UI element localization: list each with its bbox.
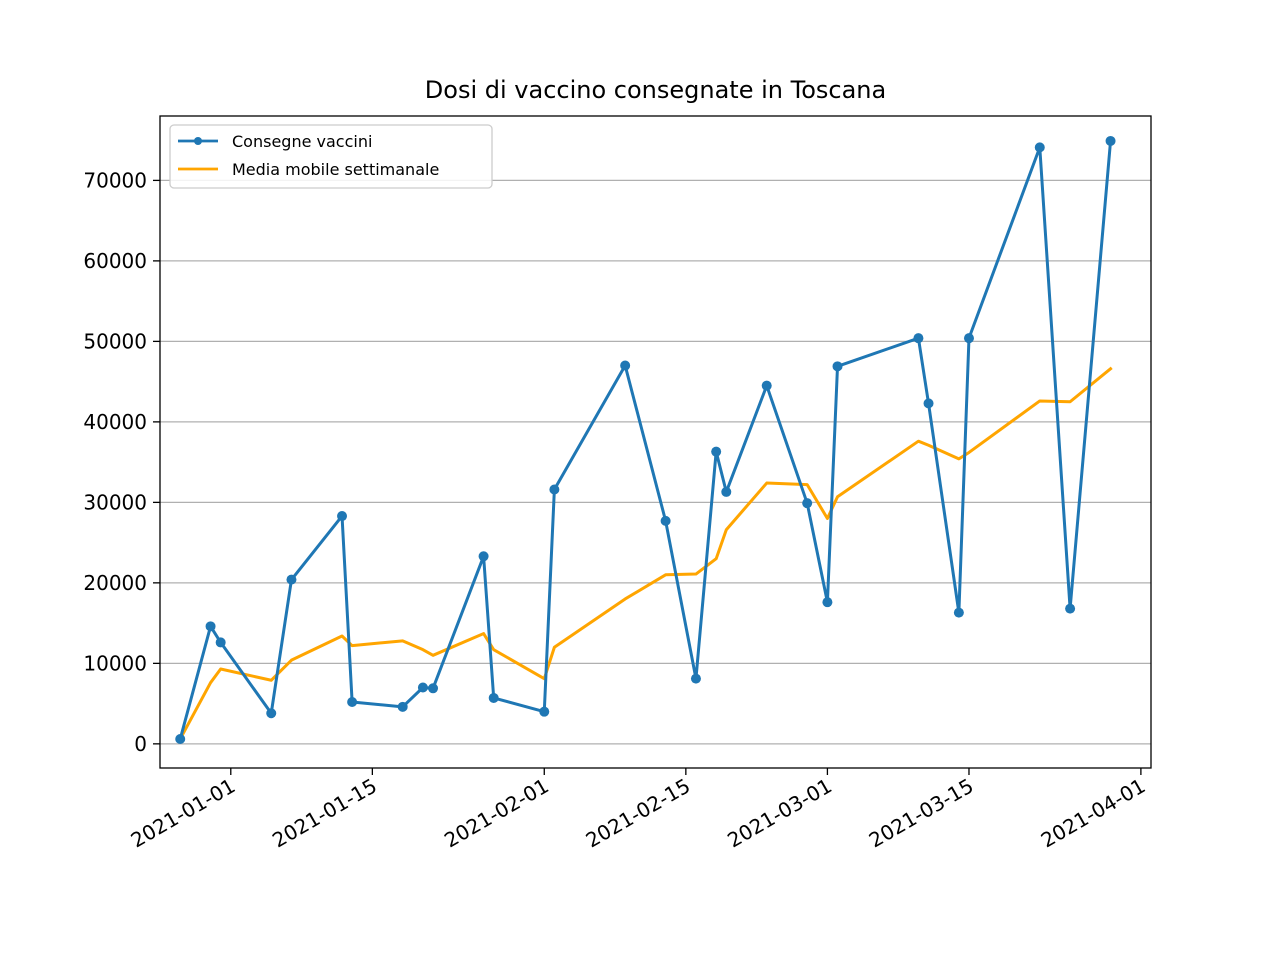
data-point-consegne [215, 637, 226, 648]
y-tick-label: 50000 [83, 329, 147, 353]
data-point-consegne [286, 574, 297, 585]
data-point-consegne [1105, 135, 1116, 146]
y-tick-label: 20000 [83, 571, 147, 595]
data-point-consegne [1065, 603, 1076, 614]
data-point-consegne [923, 398, 934, 409]
series-line-consegne [178, 139, 1113, 741]
legend-label-consegne: Consegne vaccini [232, 132, 372, 151]
data-point-consegne [549, 484, 560, 495]
data-point-consegne [266, 708, 277, 719]
data-point-consegne [822, 597, 833, 608]
y-tick-label: 30000 [83, 490, 147, 514]
data-point-consegne [620, 360, 631, 371]
chart-title: Dosi di vaccino consegnate in Toscana [425, 76, 886, 104]
series-layer [175, 135, 1116, 745]
legend-label-media-mobile: Media mobile settimanale [232, 160, 439, 179]
y-tick-label: 70000 [83, 168, 147, 192]
legend-marker-consegne [194, 137, 202, 145]
legend: Consegne vaccini Media mobile settimanal… [169, 124, 493, 189]
plot-frame [159, 115, 1152, 769]
data-point-consegne [660, 515, 671, 526]
data-point-consegne [428, 683, 439, 694]
data-point-consegne [539, 706, 550, 717]
data-point-consegne [963, 333, 974, 344]
data-point-consegne [488, 692, 499, 703]
y-tick-label: 0 [134, 732, 147, 756]
data-point-consegne [721, 486, 732, 497]
data-point-consegne [761, 380, 772, 391]
data-point-consegne [1034, 142, 1045, 153]
y-tick-label: 40000 [83, 410, 147, 434]
y-tick-label: 60000 [83, 249, 147, 273]
data-point-consegne [417, 682, 428, 693]
data-point-consegne [711, 446, 722, 457]
data-point-consegne [337, 511, 348, 522]
data-point-consegne [913, 333, 924, 344]
data-point-consegne [478, 551, 489, 562]
data-point-consegne [802, 498, 813, 509]
data-point-consegne [832, 361, 843, 372]
y-tick-label: 10000 [83, 651, 147, 675]
data-point-consegne [175, 734, 186, 745]
data-point-consegne [397, 701, 408, 712]
legend-box [169, 124, 493, 189]
data-point-consegne [690, 673, 701, 684]
data-point-consegne [347, 696, 358, 707]
data-point-consegne [953, 607, 964, 618]
data-point-consegne [205, 621, 216, 632]
